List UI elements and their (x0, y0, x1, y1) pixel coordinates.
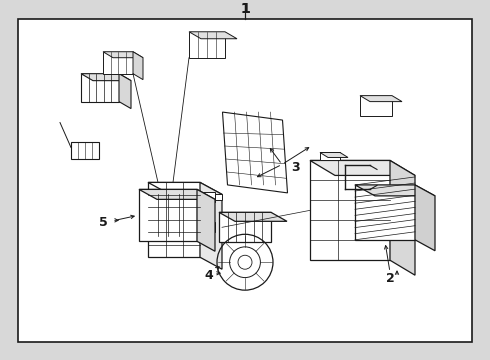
Polygon shape (320, 153, 340, 161)
Text: 3: 3 (291, 161, 299, 174)
Polygon shape (148, 183, 200, 257)
Polygon shape (18, 19, 472, 342)
Text: 1: 1 (240, 2, 250, 16)
Polygon shape (215, 194, 222, 201)
Polygon shape (219, 212, 271, 242)
Polygon shape (360, 96, 402, 102)
Polygon shape (197, 189, 215, 251)
Text: 2: 2 (386, 272, 394, 285)
Polygon shape (189, 32, 237, 39)
Polygon shape (81, 74, 119, 102)
Polygon shape (219, 212, 287, 221)
Polygon shape (355, 185, 435, 196)
Polygon shape (222, 112, 288, 193)
Polygon shape (310, 161, 415, 175)
Polygon shape (189, 32, 225, 58)
Polygon shape (200, 192, 215, 202)
Polygon shape (119, 74, 131, 109)
Polygon shape (355, 185, 415, 240)
Polygon shape (81, 74, 131, 81)
Text: 4: 4 (205, 269, 213, 282)
Polygon shape (320, 153, 348, 157)
Text: 5: 5 (99, 216, 108, 229)
Polygon shape (148, 183, 222, 194)
Polygon shape (133, 52, 143, 80)
Text: 1: 1 (240, 2, 250, 16)
Polygon shape (200, 183, 222, 269)
Polygon shape (103, 52, 133, 74)
Polygon shape (71, 141, 99, 159)
Polygon shape (103, 52, 143, 58)
Polygon shape (360, 96, 392, 116)
Polygon shape (310, 161, 390, 260)
Polygon shape (415, 185, 435, 251)
Polygon shape (200, 222, 215, 232)
Polygon shape (139, 189, 215, 199)
Polygon shape (390, 161, 415, 275)
Polygon shape (139, 189, 197, 241)
